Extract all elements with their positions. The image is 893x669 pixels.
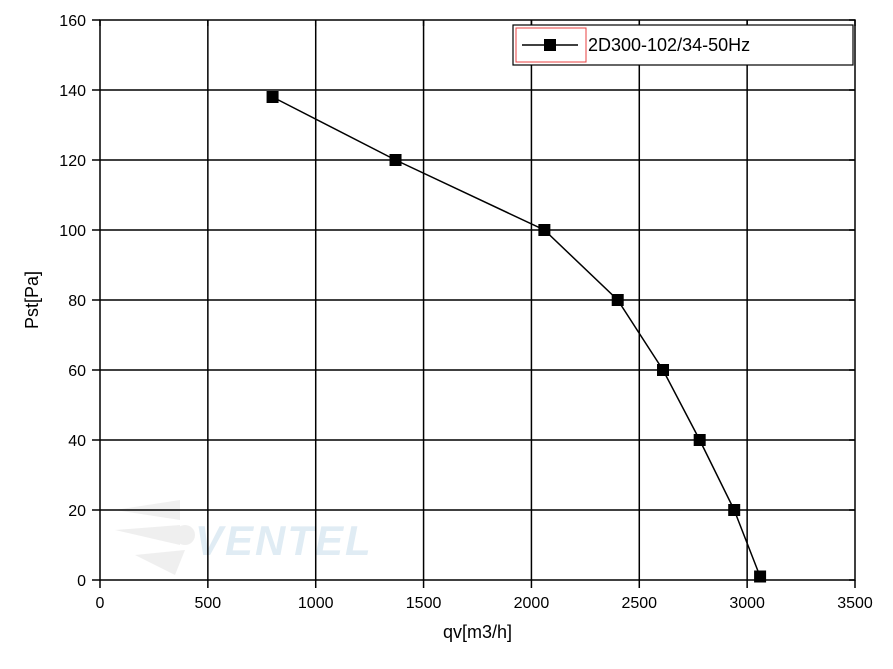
watermark-text: VENTEL [195, 517, 373, 564]
legend: 2D300-102/34-50Hz [513, 25, 853, 65]
y-tick-label: 60 [68, 363, 86, 380]
x-tick-label: 2000 [514, 595, 550, 612]
watermark: VENTEL [115, 500, 373, 575]
y-tick-label: 80 [68, 293, 86, 310]
y-tick-label: 40 [68, 433, 86, 450]
y-tick-label: 140 [59, 83, 86, 100]
grid [100, 20, 855, 580]
x-tick-label: 2500 [621, 595, 657, 612]
y-tick-label: 160 [59, 13, 86, 30]
chart-container: VENTEL 0 500 1000 1500 2000 2500 3000 3500 0 20 40… [0, 0, 893, 664]
legend-marker-icon [544, 39, 556, 51]
y-tick-label: 100 [59, 223, 86, 240]
y-tick-label: 0 [77, 573, 86, 590]
x-tick-label: 0 [96, 595, 105, 612]
y-axis-label: Pst[Pa] [22, 271, 42, 329]
x-tick-label: 1500 [406, 595, 442, 612]
x-axis-label: qv[m3/h] [443, 622, 512, 642]
y-tick-label: 20 [68, 503, 86, 520]
x-tick-label: 1000 [298, 595, 334, 612]
chart-svg: VENTEL 0 500 1000 1500 2000 2500 3000 3500 0 20 40… [0, 0, 893, 664]
x-tick-label: 3000 [729, 595, 765, 612]
x-tick-label: 500 [195, 595, 222, 612]
tick-labels: 0 500 1000 1500 2000 2500 3000 3500 0 20 40 60 80 100… [59, 13, 873, 612]
ticks [92, 20, 855, 588]
y-tick-label: 120 [59, 153, 86, 170]
legend-label: 2D300-102/34-50Hz [588, 35, 750, 55]
series [267, 91, 767, 583]
x-tick-label: 3500 [837, 595, 873, 612]
